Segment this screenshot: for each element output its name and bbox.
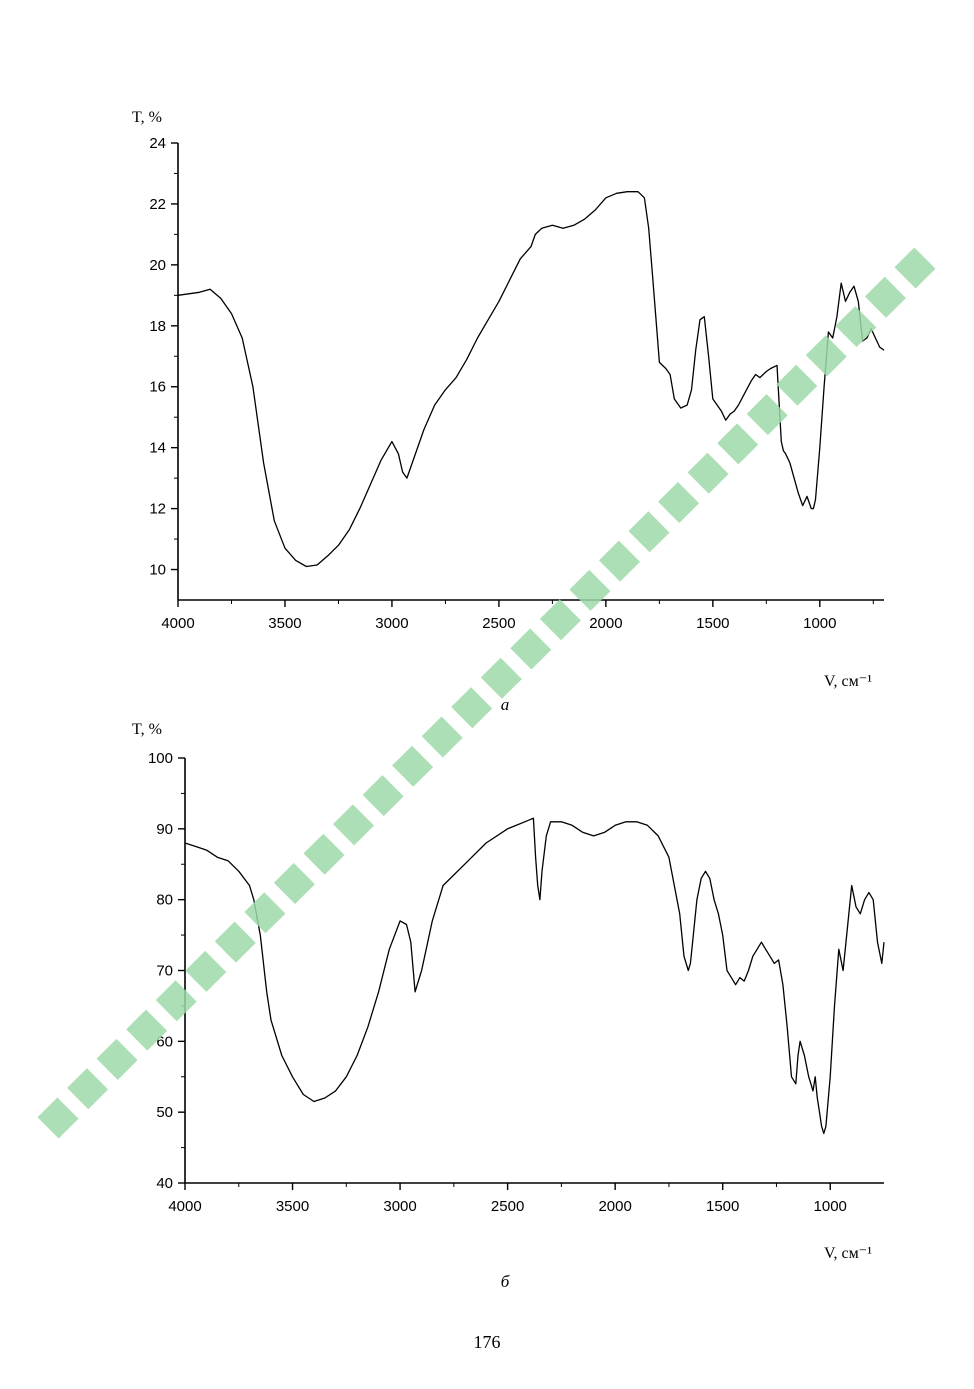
y-tick-label: 20 bbox=[149, 257, 166, 274]
chart-a: 10 12 14 16 18 20 22 24 4000 3500 3000 2500 2000 1500… bbox=[132, 109, 885, 714]
x-tick-label: 4000 bbox=[161, 615, 194, 632]
chart-caption: б bbox=[501, 1272, 510, 1291]
y-axis-title: T, % bbox=[132, 721, 162, 738]
y-axis-title: T, % bbox=[132, 109, 162, 126]
x-tick-label: 1000 bbox=[814, 1198, 847, 1215]
chart-caption: а bbox=[501, 695, 510, 714]
y-tick-label: 22 bbox=[149, 196, 166, 213]
x-axis-title: V, см⁻¹ bbox=[824, 673, 872, 690]
x-tick-label: 3500 bbox=[268, 615, 301, 632]
y-tick-label: 16 bbox=[149, 379, 166, 396]
x-tick-label: 1000 bbox=[803, 615, 836, 632]
spectrum-line bbox=[177, 191, 885, 568]
x-tick-label: 3000 bbox=[383, 1198, 416, 1215]
page-number: 176 bbox=[473, 1332, 501, 1352]
y-tick-label: 70 bbox=[156, 963, 173, 980]
y-tick-label: 18 bbox=[149, 318, 166, 335]
y-tick-label: 40 bbox=[156, 1175, 173, 1192]
x-tick-label: 3500 bbox=[276, 1198, 309, 1215]
y-tick-label: 14 bbox=[149, 440, 166, 457]
x-tick-label: 2000 bbox=[589, 615, 622, 632]
y-tick-label: 50 bbox=[156, 1104, 173, 1121]
spectrum-line bbox=[184, 817, 885, 1135]
x-axis-title: V, см⁻¹ bbox=[824, 1245, 872, 1262]
y-tick-label: 10 bbox=[149, 562, 166, 579]
x-tick-label: 2500 bbox=[491, 1198, 524, 1215]
y-tick-label: 100 bbox=[148, 750, 173, 767]
y-tick-label: 24 bbox=[149, 135, 166, 152]
x-tick-label: 1500 bbox=[696, 615, 729, 632]
x-tick-label: 2000 bbox=[598, 1198, 631, 1215]
y-tick-label: 90 bbox=[156, 821, 173, 838]
chart-b: 40 50 60 70 80 90 100 4000 3500 3000 2500 2000 1500 1… bbox=[132, 721, 885, 1291]
x-tick-label: 2500 bbox=[482, 615, 515, 632]
x-tick-label: 3000 bbox=[375, 615, 408, 632]
x-tick-label: 4000 bbox=[168, 1198, 201, 1215]
y-tick-label: 80 bbox=[156, 892, 173, 909]
x-tick-label: 1500 bbox=[706, 1198, 739, 1215]
y-tick-label: 12 bbox=[149, 501, 166, 518]
y-tick-label: 60 bbox=[156, 1033, 173, 1050]
